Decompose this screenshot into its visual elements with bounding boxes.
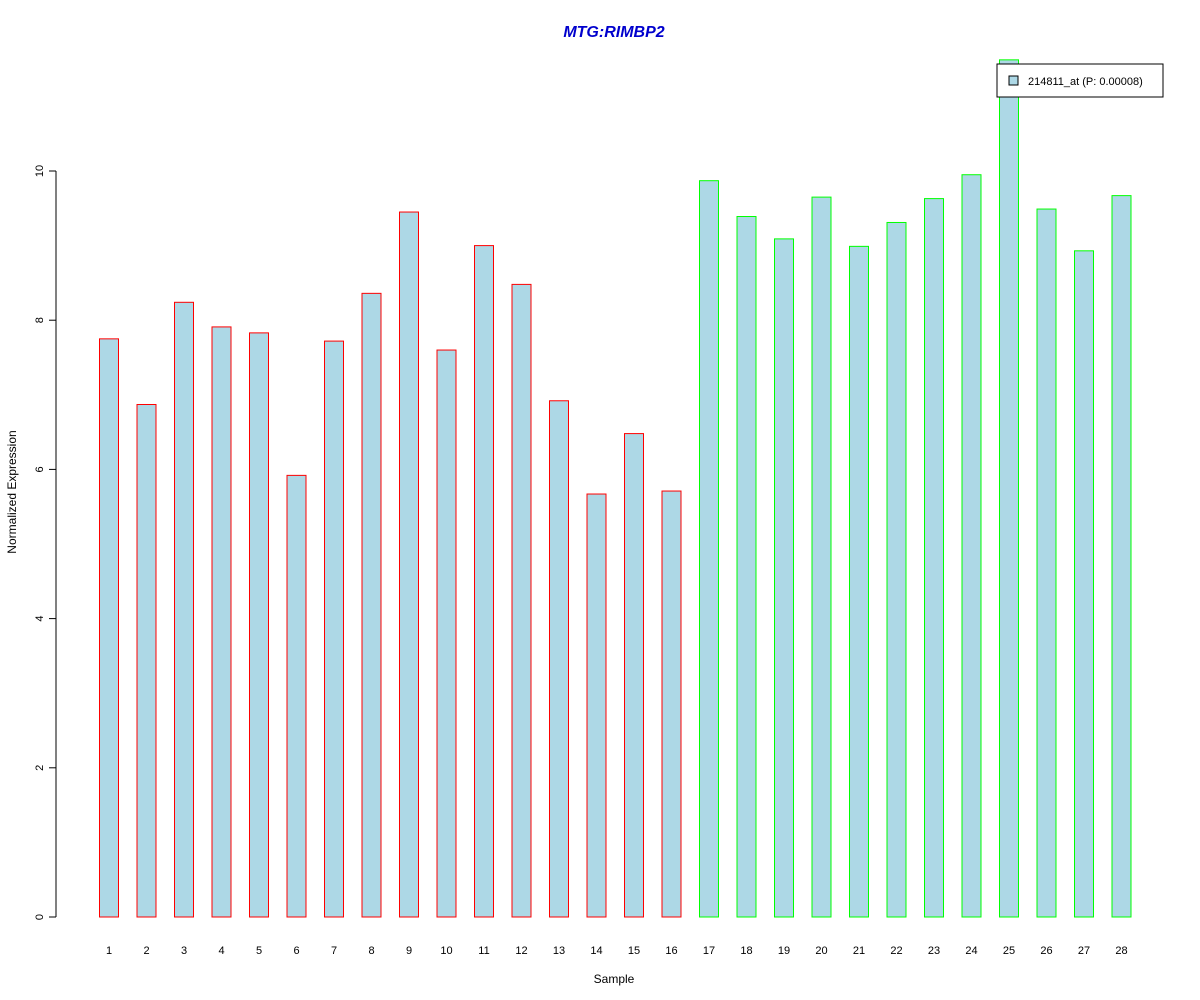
- legend-label: 214811_at (P: 0.00008): [1028, 76, 1143, 88]
- bar-sample-22: [886, 221, 907, 918]
- bar-sample-28: [1111, 195, 1132, 918]
- bar-sample-24: [961, 174, 982, 918]
- x-tick-label: 22: [890, 945, 902, 957]
- y-tick-label: 2: [34, 765, 46, 771]
- bar-sample-3: [174, 301, 194, 918]
- bar-sample-20: [811, 196, 832, 918]
- x-tick-label: 7: [331, 945, 337, 957]
- x-tick-label: 2: [143, 945, 149, 957]
- y-axis-label: Normalized Expression: [5, 430, 19, 553]
- y-tick-label: 4: [34, 616, 46, 622]
- bar-sample-11: [474, 245, 494, 918]
- bar-sample-2: [136, 403, 157, 918]
- x-tick-label: 19: [778, 945, 790, 957]
- bar-sample-13: [549, 400, 569, 918]
- bar-sample-6: [286, 474, 307, 918]
- x-tick-label: 8: [368, 945, 374, 957]
- bar-sample-8: [361, 292, 382, 918]
- y-axis: 0 2 4 6 8 10: [34, 165, 57, 920]
- chart-title: MTG:RIMBP2: [563, 24, 664, 41]
- bar-sample-23: [924, 198, 944, 918]
- x-tick-labels: 1 2 3 4 5 6 7 8 9 10 11 12 13 14 15 16 17 18 19 20 21 22 23 24 2…: [106, 945, 1128, 957]
- bar-sample-14: [586, 493, 607, 918]
- x-tick-label: 17: [703, 945, 715, 957]
- bar-sample-10: [436, 349, 457, 918]
- y-tick-label: 0: [34, 914, 46, 920]
- x-tick-label: 11: [478, 945, 489, 957]
- x-tick-label: 18: [740, 945, 752, 957]
- bar-sample-5: [249, 332, 269, 918]
- x-tick-label: 26: [1040, 945, 1052, 957]
- bar-sample-17: [699, 180, 719, 918]
- bar-sample-4: [211, 326, 232, 918]
- x-tick-label: 5: [256, 945, 262, 957]
- bar-sample-12: [511, 283, 532, 918]
- x-tick-label: 24: [965, 945, 977, 957]
- bar-sample-1: [99, 338, 119, 918]
- x-tick-label: 28: [1115, 945, 1127, 957]
- bar-sample-25: [999, 59, 1019, 918]
- bar-sample-15: [624, 433, 644, 918]
- bar-sample-21: [849, 245, 869, 918]
- bar-sample-27: [1074, 250, 1094, 918]
- bar-sample-18: [736, 216, 757, 918]
- legend-box: [996, 63, 1164, 98]
- x-tick-label: 23: [928, 945, 940, 957]
- legend-swatch: [1008, 75, 1019, 86]
- y-tick-label: 8: [34, 317, 46, 323]
- y-tick-label: 10: [34, 165, 46, 177]
- x-tick-label: 14: [590, 945, 602, 957]
- bar-sample-16: [661, 490, 682, 918]
- x-tick-label: 3: [181, 945, 187, 957]
- x-axis-label: Sample: [594, 972, 635, 986]
- bar-sample-26: [1036, 208, 1057, 918]
- x-tick-label: 6: [293, 945, 299, 957]
- x-tick-label: 21: [853, 945, 865, 957]
- x-tick-label: 27: [1078, 945, 1090, 957]
- x-tick-label: 1: [106, 945, 112, 957]
- bar-sample-19: [774, 238, 794, 918]
- x-tick-label: 9: [406, 945, 412, 957]
- bar-sample-7: [324, 340, 344, 918]
- y-tick-label: 6: [34, 466, 46, 472]
- x-tick-label: 15: [628, 945, 640, 957]
- x-tick-label: 20: [815, 945, 827, 957]
- x-tick-label: 12: [515, 945, 527, 957]
- bar-sample-9: [399, 211, 419, 918]
- x-tick-label: 13: [553, 945, 565, 957]
- legend: 214811_at (P: 0.00008): [996, 63, 1164, 98]
- x-tick-label: 4: [218, 945, 224, 957]
- x-tick-label: 10: [440, 945, 452, 957]
- x-tick-label: 25: [1003, 945, 1015, 957]
- bars-group: [99, 59, 1132, 918]
- x-tick-label: 16: [665, 945, 677, 957]
